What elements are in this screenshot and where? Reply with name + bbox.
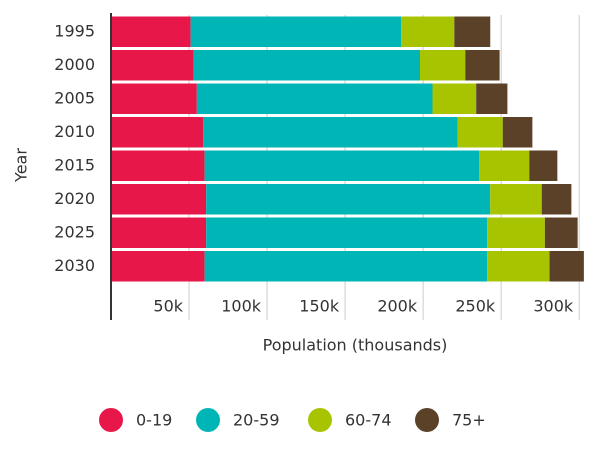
legend-marker <box>415 408 439 432</box>
y-tick-label: 2015 <box>54 155 95 174</box>
bar-segment <box>457 117 503 148</box>
bar-segment <box>465 50 500 81</box>
legend-marker <box>99 408 123 432</box>
y-tick-label: 2000 <box>54 55 95 74</box>
bar-segment <box>111 117 204 148</box>
y-tick-label: 1995 <box>54 21 95 40</box>
y-tick-label: 2030 <box>54 256 95 275</box>
bar-segment <box>476 83 508 114</box>
bar-segment <box>111 217 207 248</box>
bar-segment <box>454 16 491 47</box>
bar-segment <box>529 150 558 181</box>
bar-segment <box>206 217 488 248</box>
y-tick-label: 2020 <box>54 189 95 208</box>
y-tick-label: 2005 <box>54 88 95 107</box>
legend-label: 60-74 <box>345 411 392 430</box>
bar-segment <box>487 217 545 248</box>
bar-segment <box>401 16 455 47</box>
bar-segment <box>111 184 207 215</box>
bar-segment <box>420 50 466 81</box>
y-tick-label: 2010 <box>54 122 95 141</box>
legend-label: 20-59 <box>233 411 280 430</box>
bar-segment <box>479 150 530 181</box>
bar-segment <box>502 117 533 148</box>
bar-segment <box>111 50 194 81</box>
y-axis-title: Year <box>12 148 31 183</box>
bar-segment <box>190 16 402 47</box>
x-tick-label: 150k <box>299 297 340 316</box>
x-tick-label: 50k <box>153 297 183 316</box>
x-tick-label: 250k <box>455 297 496 316</box>
x-tick-label: 300k <box>533 297 574 316</box>
x-axis-title: Population (thousands) <box>263 336 448 355</box>
bar-segment <box>196 83 433 114</box>
bar-segment <box>193 50 421 81</box>
bar-segment <box>204 150 480 181</box>
legend-marker <box>308 408 332 432</box>
x-tick-label: 100k <box>221 297 262 316</box>
bar-segment <box>206 184 491 215</box>
bar-segment <box>203 117 458 148</box>
legend-label: 75+ <box>452 411 486 430</box>
bar-segment <box>111 83 197 114</box>
bar-segment <box>111 150 205 181</box>
legend-label: 0-19 <box>136 411 172 430</box>
x-tick-label: 200k <box>377 297 418 316</box>
bar-segment <box>549 251 584 282</box>
bar-segment <box>111 16 191 47</box>
legend-marker <box>196 408 220 432</box>
bar-segment <box>111 251 205 282</box>
bar-segment <box>490 184 542 215</box>
bar-segment <box>204 251 488 282</box>
y-tick-label: 2025 <box>54 222 95 241</box>
bar-segment <box>544 217 578 248</box>
bar-segment <box>432 83 477 114</box>
bar-segment <box>541 184 572 215</box>
bar-segment <box>487 251 550 282</box>
